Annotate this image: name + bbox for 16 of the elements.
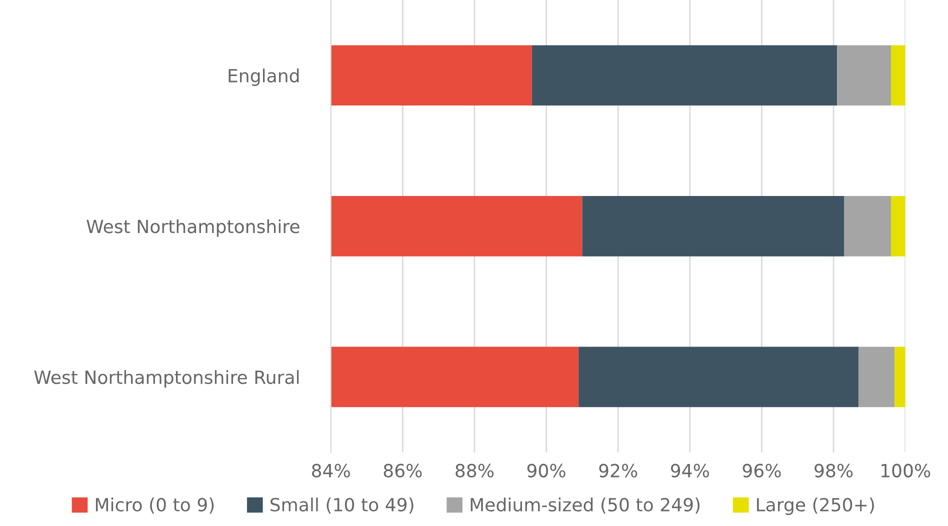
- y-tick-label: West Northamptonshire Rural: [34, 370, 299, 388]
- x-tick-label: 100%: [882, 464, 930, 478]
- legend-label: Large (250+): [757, 498, 874, 516]
- legend-label: Micro (0 to 9): [96, 498, 214, 514]
- y-tick-label: West Northamptonshire: [86, 219, 300, 237]
- legend-label: Medium-sized (50 to 249): [470, 498, 700, 514]
- x-tick-label: 90%: [527, 464, 566, 478]
- x-tick-label: 86%: [384, 464, 422, 478]
- x-tick-label: 98%: [814, 464, 853, 478]
- x-tick-label: 96%: [742, 464, 781, 478]
- x-tick-label: 84%: [312, 464, 350, 478]
- x-tick-label: 94%: [670, 464, 709, 478]
- x-tick-label: 88%: [456, 464, 494, 478]
- y-tick-label: England: [228, 68, 299, 86]
- x-tick-label: 92%: [599, 464, 638, 478]
- legend-label: Small (10 to 49): [270, 498, 414, 514]
